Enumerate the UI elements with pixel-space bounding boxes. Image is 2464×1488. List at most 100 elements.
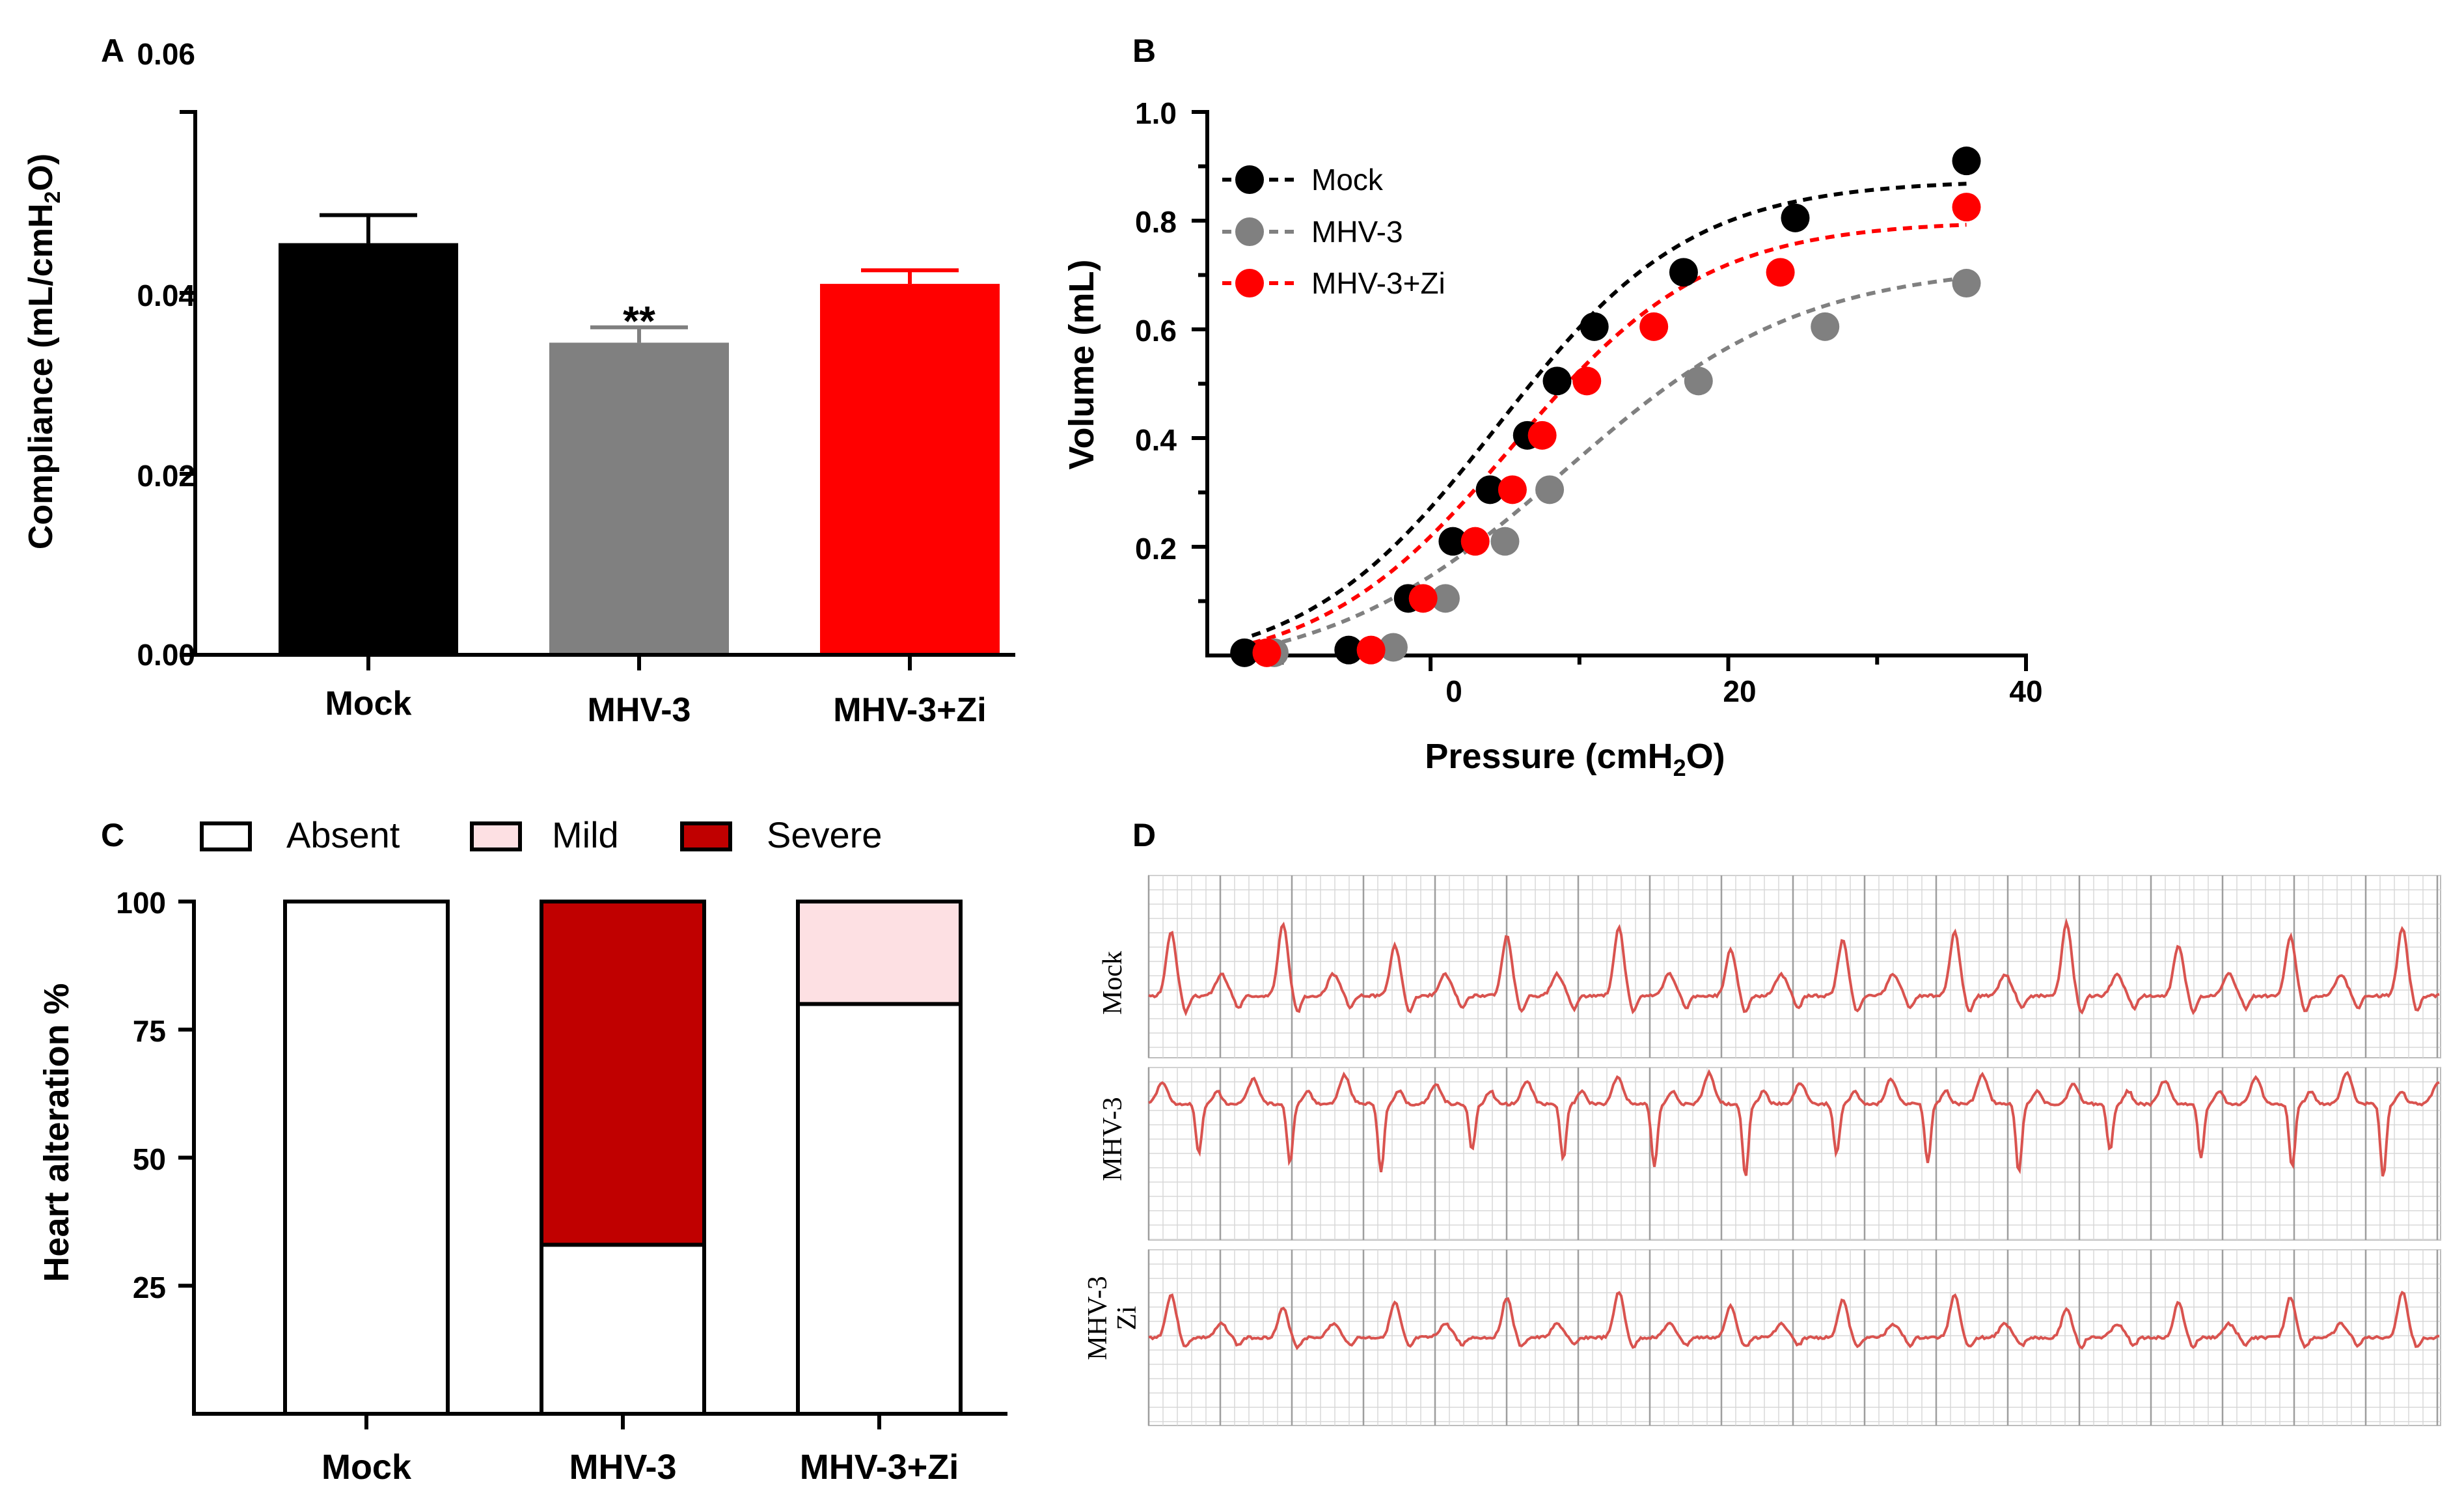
c-ytick-label-75: 75 [133,1014,166,1048]
b-legend-label-mhv3zi: MHV-3+Zi [1311,266,1445,300]
panel-c: C Absent Mild Severe 100 75 50 25 Heart … [37,814,1007,1487]
c-bar-mhv3-severe [540,900,706,1247]
a-bar-mhv3 [549,342,729,655]
b-point-mhv3-6 [1811,312,1840,341]
b-xlabel-main: Pressure (cmH [1425,737,1673,776]
c-legend-label-mild: Mild [552,814,619,855]
a-bar-mhv3zi [820,284,1000,655]
d-trace-label-mhv3zi-line2: Zi [1112,1306,1142,1330]
b-ytick-label-0.4: 0.4 [1135,423,1177,457]
c-bar-mhv3zi-absent [796,1002,963,1416]
b-legend-marker-mhv3zi [1235,269,1264,297]
b-xtick-label-20: 20 [1723,674,1756,708]
a-xtick-label-mhv3zi: MHV-3+Zi [833,691,987,729]
b-legend-label-mock: Mock [1311,163,1384,197]
a-bars-group [279,213,1000,655]
b-point-mock-4 [1475,475,1505,504]
a-xtick-label-mock: Mock [325,685,412,723]
b-ytick-label-0.6: 0.6 [1135,314,1177,348]
c-ytick-label-50: 50 [133,1142,166,1176]
b-y-axis-title: Volume (mL) [1062,260,1101,470]
c-bar-mhv3zi-mild [796,900,963,1006]
b-point-mock-6 [1542,366,1572,396]
b-legend-marker-mhv3 [1235,217,1264,246]
c-legend: Absent Mild Severe [200,814,882,855]
a-ylabel-sub: 2 [40,191,65,204]
b-point-mhv3zi-7 [1639,312,1669,341]
a-ytick-label-0.06: 0.06 [137,37,195,71]
b-point-mhv3zi-4 [1498,475,1527,504]
c-legend-swatch-severe [680,821,732,851]
b-point-mhv3-4 [1535,475,1565,504]
d-ecg-trace-mhv3zi [1148,1290,2440,1351]
b-point-mock-8 [1669,258,1698,287]
c-ytick-label-100: 100 [116,886,166,920]
a-ylabel-main: Compliance (mL/cmH [22,204,60,550]
b-xlabel-sub: 2 [1673,754,1686,781]
a-y-axis-title: Compliance (mL/cmH2O) [22,154,65,549]
b-point-mhv3-1 [1378,633,1408,662]
c-bar-mhv3-absent [540,1243,706,1416]
c-legend-swatch-absent [200,821,252,851]
d-strip-major-grid-mock [1147,875,2439,1058]
b-curves-group [1251,182,1967,652]
b-legend-marker-mock [1235,165,1264,194]
b-point-mock-1 [1334,635,1363,665]
panel-label-a: A [101,33,124,69]
b-point-mhv3-5 [1684,366,1713,396]
b-ytick-label-1.0: 1.0 [1135,96,1177,130]
b-point-mock-7 [1580,312,1609,341]
d-strip-background-mock [1148,875,2441,1058]
panel-label-b: B [1132,33,1156,69]
b-point-mock-3 [1438,527,1468,556]
b-fit-curve-mhv3zi [1251,223,1967,645]
d-ecg-strips [1147,875,2441,1426]
d-ecg-trace-mock [1148,917,2440,1017]
a-ylabel-tail: O) [22,154,60,191]
d-ecg-trace-mhv3 [1148,1069,2440,1177]
a-axes-group [180,110,1015,670]
b-fit-curve-mhv3 [1251,275,1967,652]
c-bar-mock-absent [283,900,450,1416]
b-point-mhv3zi-1 [1356,635,1386,665]
c-legend-swatch-mild [470,821,522,851]
c-ytick-label-25: 25 [133,1271,166,1304]
b-point-mhv3zi-0 [1252,638,1281,667]
b-point-mhv3zi-8 [1766,258,1795,287]
c-axes-group [178,900,1007,1429]
c-xtick-label-mock: Mock [322,1448,412,1487]
panel-b: B 1.0 0.8 0.6 0.4 0.2 0 20 40 Pressure (… [1062,33,2043,781]
b-point-mhv3zi-5 [1527,420,1557,450]
b-xtick-label-40: 40 [2009,674,2042,708]
b-legend: Mock MHV-3 MHV-3+Zi [1222,163,1445,300]
b-point-mock-0 [1230,638,1259,667]
b-fit-curve-mock [1251,182,1967,638]
c-legend-label-absent: Absent [286,814,400,855]
b-point-mock-10 [1952,146,1981,176]
d-trace-label-mhv3zi-line1: MHV-3 [1083,1276,1113,1360]
b-point-mock-9 [1781,203,1810,232]
b-ytick-label-0.2: 0.2 [1135,532,1177,566]
d-trace-label-mhv3: MHV-3 [1098,1097,1128,1181]
c-bars-group [283,900,963,1416]
panel-a: A 0.06 0.04 0.02 0.00 Compliance (mL/cmH… [22,33,1015,729]
c-y-axis-title: Heart alteration % [37,983,76,1282]
panel-label-d: D [1132,817,1156,853]
b-point-mhv3zi-9 [1952,193,1981,222]
b-point-mhv3-2 [1430,584,1460,613]
c-legend-label-severe: Severe [767,814,882,855]
b-point-mhv3zi-6 [1572,366,1602,396]
b-points-group [1230,146,1981,667]
c-xtick-label-mhv3: MHV-3 [569,1448,676,1487]
panel-label-c: C [101,817,124,853]
a-xtick-label-mhv3: MHV-3 [588,691,691,729]
b-point-mhv3-7 [1952,269,1981,298]
a-ytick-label-0.04: 0.04 [137,279,195,312]
b-point-mhv3zi-2 [1408,584,1438,613]
b-legend-label-mhv3: MHV-3 [1311,215,1403,249]
panel-d: D Mock MHV-3 MHV-3 Zi [1083,817,2441,1426]
b-point-mhv3zi-3 [1460,527,1490,556]
b-xlabel-tail: O) [1686,737,1725,776]
a-bar-mock [279,243,458,655]
